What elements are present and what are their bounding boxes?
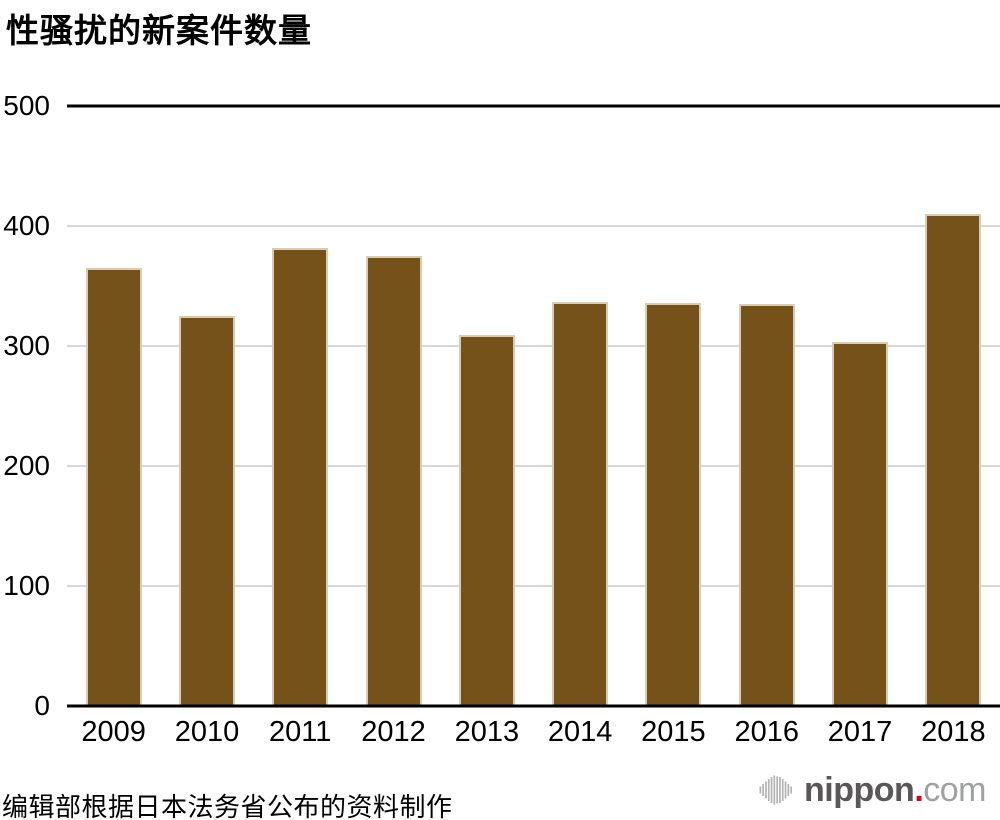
gridline-100	[67, 585, 1000, 587]
logo-text-nippon: nippon	[804, 771, 915, 809]
bar-2012	[365, 256, 422, 706]
y-tick-label-300: 300	[3, 330, 50, 361]
y-tick-label-100: 100	[3, 570, 50, 601]
bar-slot-2010	[160, 106, 253, 706]
bar-slot-2014	[533, 106, 626, 706]
x-tick-label-2011: 2011	[269, 716, 332, 748]
top-axis-line	[67, 104, 1000, 108]
nippon-logo: nippon.com	[759, 773, 986, 807]
y-tick-label-400: 400	[3, 210, 50, 241]
bar-slot-2013	[440, 106, 533, 706]
x-axis-labels: 2009 2010 2011 2012 2013 2014 2015 2016 2017 2018	[67, 718, 1000, 747]
y-tick-label-500: 500	[3, 90, 50, 121]
x-tick-label-2015: 2015	[641, 716, 706, 748]
bar-slot-2012	[347, 106, 440, 706]
gridline-400	[67, 225, 1000, 227]
x-tick-label-2017: 2017	[827, 716, 893, 748]
bar-2014	[552, 301, 609, 706]
gridline-200	[67, 465, 1000, 467]
x-tick-label-2014: 2014	[547, 716, 613, 748]
bar-slot-2018	[907, 106, 1000, 706]
x-tick-label-2013: 2013	[454, 716, 520, 748]
bar-slot-2016	[720, 106, 813, 706]
x-tick-label-2012: 2012	[361, 716, 426, 748]
bar-2011	[272, 247, 329, 706]
bar-2010	[178, 316, 235, 706]
x-tick-label-2010: 2010	[174, 716, 240, 748]
bar-2017	[832, 342, 889, 706]
x-tick-label-2009: 2009	[81, 716, 146, 748]
logo-text-dot: .	[914, 771, 924, 809]
bar-slot-2011	[254, 106, 347, 706]
nippon-logo-text: nippon.com	[804, 773, 986, 807]
bar-2015	[645, 302, 702, 706]
plot-area	[67, 104, 1000, 708]
bars-container	[67, 106, 1000, 706]
y-tick-label-200: 200	[3, 450, 50, 481]
bar-2009	[85, 268, 142, 706]
bar-slot-2015	[627, 106, 720, 706]
gridline-300	[67, 345, 1000, 347]
x-tick-label-2018: 2018	[921, 716, 986, 748]
chart-title: 性骚扰的新案件数量	[6, 12, 312, 49]
bar-2018	[925, 214, 982, 706]
logo-text-com: com	[923, 771, 986, 809]
bar-2016	[738, 304, 795, 706]
nippon-waveform-icon	[759, 775, 793, 805]
source-note: 编辑部根据日本法务省公布的资料制作	[2, 792, 453, 820]
y-tick-label-0: 0	[34, 690, 50, 721]
x-axis-line	[67, 704, 1000, 708]
y-axis-labels: 0 100 200 300 400 500	[0, 92, 50, 720]
bar-slot-2009	[67, 106, 160, 706]
x-tick-label-2016: 2016	[734, 716, 799, 748]
bar-2013	[458, 335, 515, 706]
bar-slot-2017	[813, 106, 906, 706]
